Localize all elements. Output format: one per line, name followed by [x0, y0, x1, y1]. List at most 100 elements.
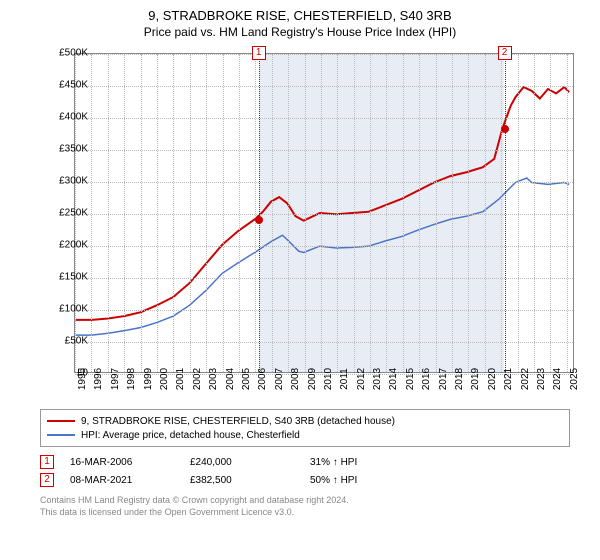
gridline [436, 54, 437, 372]
transaction-date: 08-MAR-2021 [70, 475, 190, 486]
transaction-price: £240,000 [190, 457, 310, 468]
gridline [75, 182, 573, 183]
gridline [223, 54, 224, 372]
marker-box: 1 [252, 46, 266, 60]
chart-container: 9, STRADBROKE RISE, CHESTERFIELD, S40 3R… [0, 0, 600, 560]
x-tick-label: 2015 [405, 368, 416, 390]
transaction-marker: 2 [40, 473, 54, 487]
x-tick-label: 2009 [307, 368, 318, 390]
gridline [141, 54, 142, 372]
gridline [75, 150, 573, 151]
transaction-price: £382,500 [190, 475, 310, 486]
y-tick-label: £400K [38, 112, 88, 123]
x-tick-label: 2022 [520, 368, 531, 390]
transaction-date: 16-MAR-2006 [70, 457, 190, 468]
x-tick-label: 2003 [208, 368, 219, 390]
gridline [534, 54, 535, 372]
gridline [485, 54, 486, 372]
gridline [75, 310, 573, 311]
gridline [75, 118, 573, 119]
transaction-row: 1 16-MAR-2006£240,00031% ↑ HPI [40, 453, 570, 471]
gridline [272, 54, 273, 372]
gridline [354, 54, 355, 372]
gridline [124, 54, 125, 372]
x-tick-label: 2011 [339, 368, 350, 390]
footer: Contains HM Land Registry data © Crown c… [40, 495, 570, 518]
chart-area: 12 £0£50K£100K£150K£200K£250K£300K£350K£… [30, 43, 590, 403]
marker-vline [259, 54, 260, 372]
gridline [419, 54, 420, 372]
gridline [550, 54, 551, 372]
x-tick-label: 1995 [77, 368, 88, 390]
legend-swatch [47, 434, 75, 436]
chart-title: 9, STRADBROKE RISE, CHESTERFIELD, S40 3R… [0, 0, 600, 23]
x-tick-label: 2018 [454, 368, 465, 390]
gridline [75, 278, 573, 279]
legend: 9, STRADBROKE RISE, CHESTERFIELD, S40 3R… [40, 409, 570, 447]
gridline [468, 54, 469, 372]
x-tick-label: 2010 [323, 368, 334, 390]
y-tick-label: £50K [38, 336, 88, 347]
gridline [91, 54, 92, 372]
gridline [190, 54, 191, 372]
x-tick-label: 2017 [438, 368, 449, 390]
x-tick-label: 2006 [257, 368, 268, 390]
marker-box: 2 [498, 46, 512, 60]
gridline [452, 54, 453, 372]
x-tick-label: 2025 [569, 368, 580, 390]
chart-subtitle: Price paid vs. HM Land Registry's House … [0, 23, 600, 43]
x-tick-label: 2019 [470, 368, 481, 390]
marker-dot [255, 216, 263, 224]
gridline [337, 54, 338, 372]
gridline [567, 54, 568, 372]
x-tick-label: 2014 [388, 368, 399, 390]
marker-vline [505, 54, 506, 372]
gridline [501, 54, 502, 372]
line-canvas [75, 54, 573, 372]
x-tick-label: 1997 [110, 368, 121, 390]
gridline [403, 54, 404, 372]
x-tick-label: 2002 [192, 368, 203, 390]
transactions-table: 1 16-MAR-2006£240,00031% ↑ HPI 2 08-MAR-202… [40, 453, 570, 489]
footer-line: Contains HM Land Registry data © Crown c… [40, 495, 570, 507]
x-tick-label: 1996 [93, 368, 104, 390]
gridline [305, 54, 306, 372]
x-tick-label: 2016 [421, 368, 432, 390]
transaction-marker: 1 [40, 455, 54, 469]
x-tick-label: 2012 [356, 368, 367, 390]
transaction-delta: 50% ↑ HPI [310, 475, 430, 486]
x-tick-label: 2023 [536, 368, 547, 390]
y-tick-label: £150K [38, 272, 88, 283]
x-tick-label: 1999 [143, 368, 154, 390]
y-tick-label: £200K [38, 240, 88, 251]
x-tick-label: 2013 [372, 368, 383, 390]
x-tick-label: 2000 [159, 368, 170, 390]
x-tick-label: 2020 [487, 368, 498, 390]
y-tick-label: £450K [38, 80, 88, 91]
gridline [157, 54, 158, 372]
gridline [75, 214, 573, 215]
gridline [173, 54, 174, 372]
series-property [76, 87, 570, 320]
footer-line: This data is licensed under the Open Gov… [40, 507, 570, 519]
gridline [386, 54, 387, 372]
marker-dot [501, 125, 509, 133]
gridline [239, 54, 240, 372]
x-tick-label: 2004 [225, 368, 236, 390]
y-tick-label: £250K [38, 208, 88, 219]
transaction-delta: 31% ↑ HPI [310, 457, 430, 468]
legend-label: HPI: Average price, detached house, Ches… [81, 430, 300, 441]
y-tick-label: £300K [38, 176, 88, 187]
gridline [75, 86, 573, 87]
x-tick-label: 1998 [126, 368, 137, 390]
legend-swatch [47, 420, 75, 422]
x-tick-label: 2007 [274, 368, 285, 390]
legend-label: 9, STRADBROKE RISE, CHESTERFIELD, S40 3R… [81, 416, 395, 427]
transaction-row: 2 08-MAR-2021£382,50050% ↑ HPI [40, 471, 570, 489]
x-tick-label: 2021 [503, 368, 514, 390]
x-tick-label: 2005 [241, 368, 252, 390]
gridline [255, 54, 256, 372]
legend-row: 9, STRADBROKE RISE, CHESTERFIELD, S40 3R… [47, 414, 563, 428]
y-tick-label: £100K [38, 304, 88, 315]
gridline [75, 342, 573, 343]
